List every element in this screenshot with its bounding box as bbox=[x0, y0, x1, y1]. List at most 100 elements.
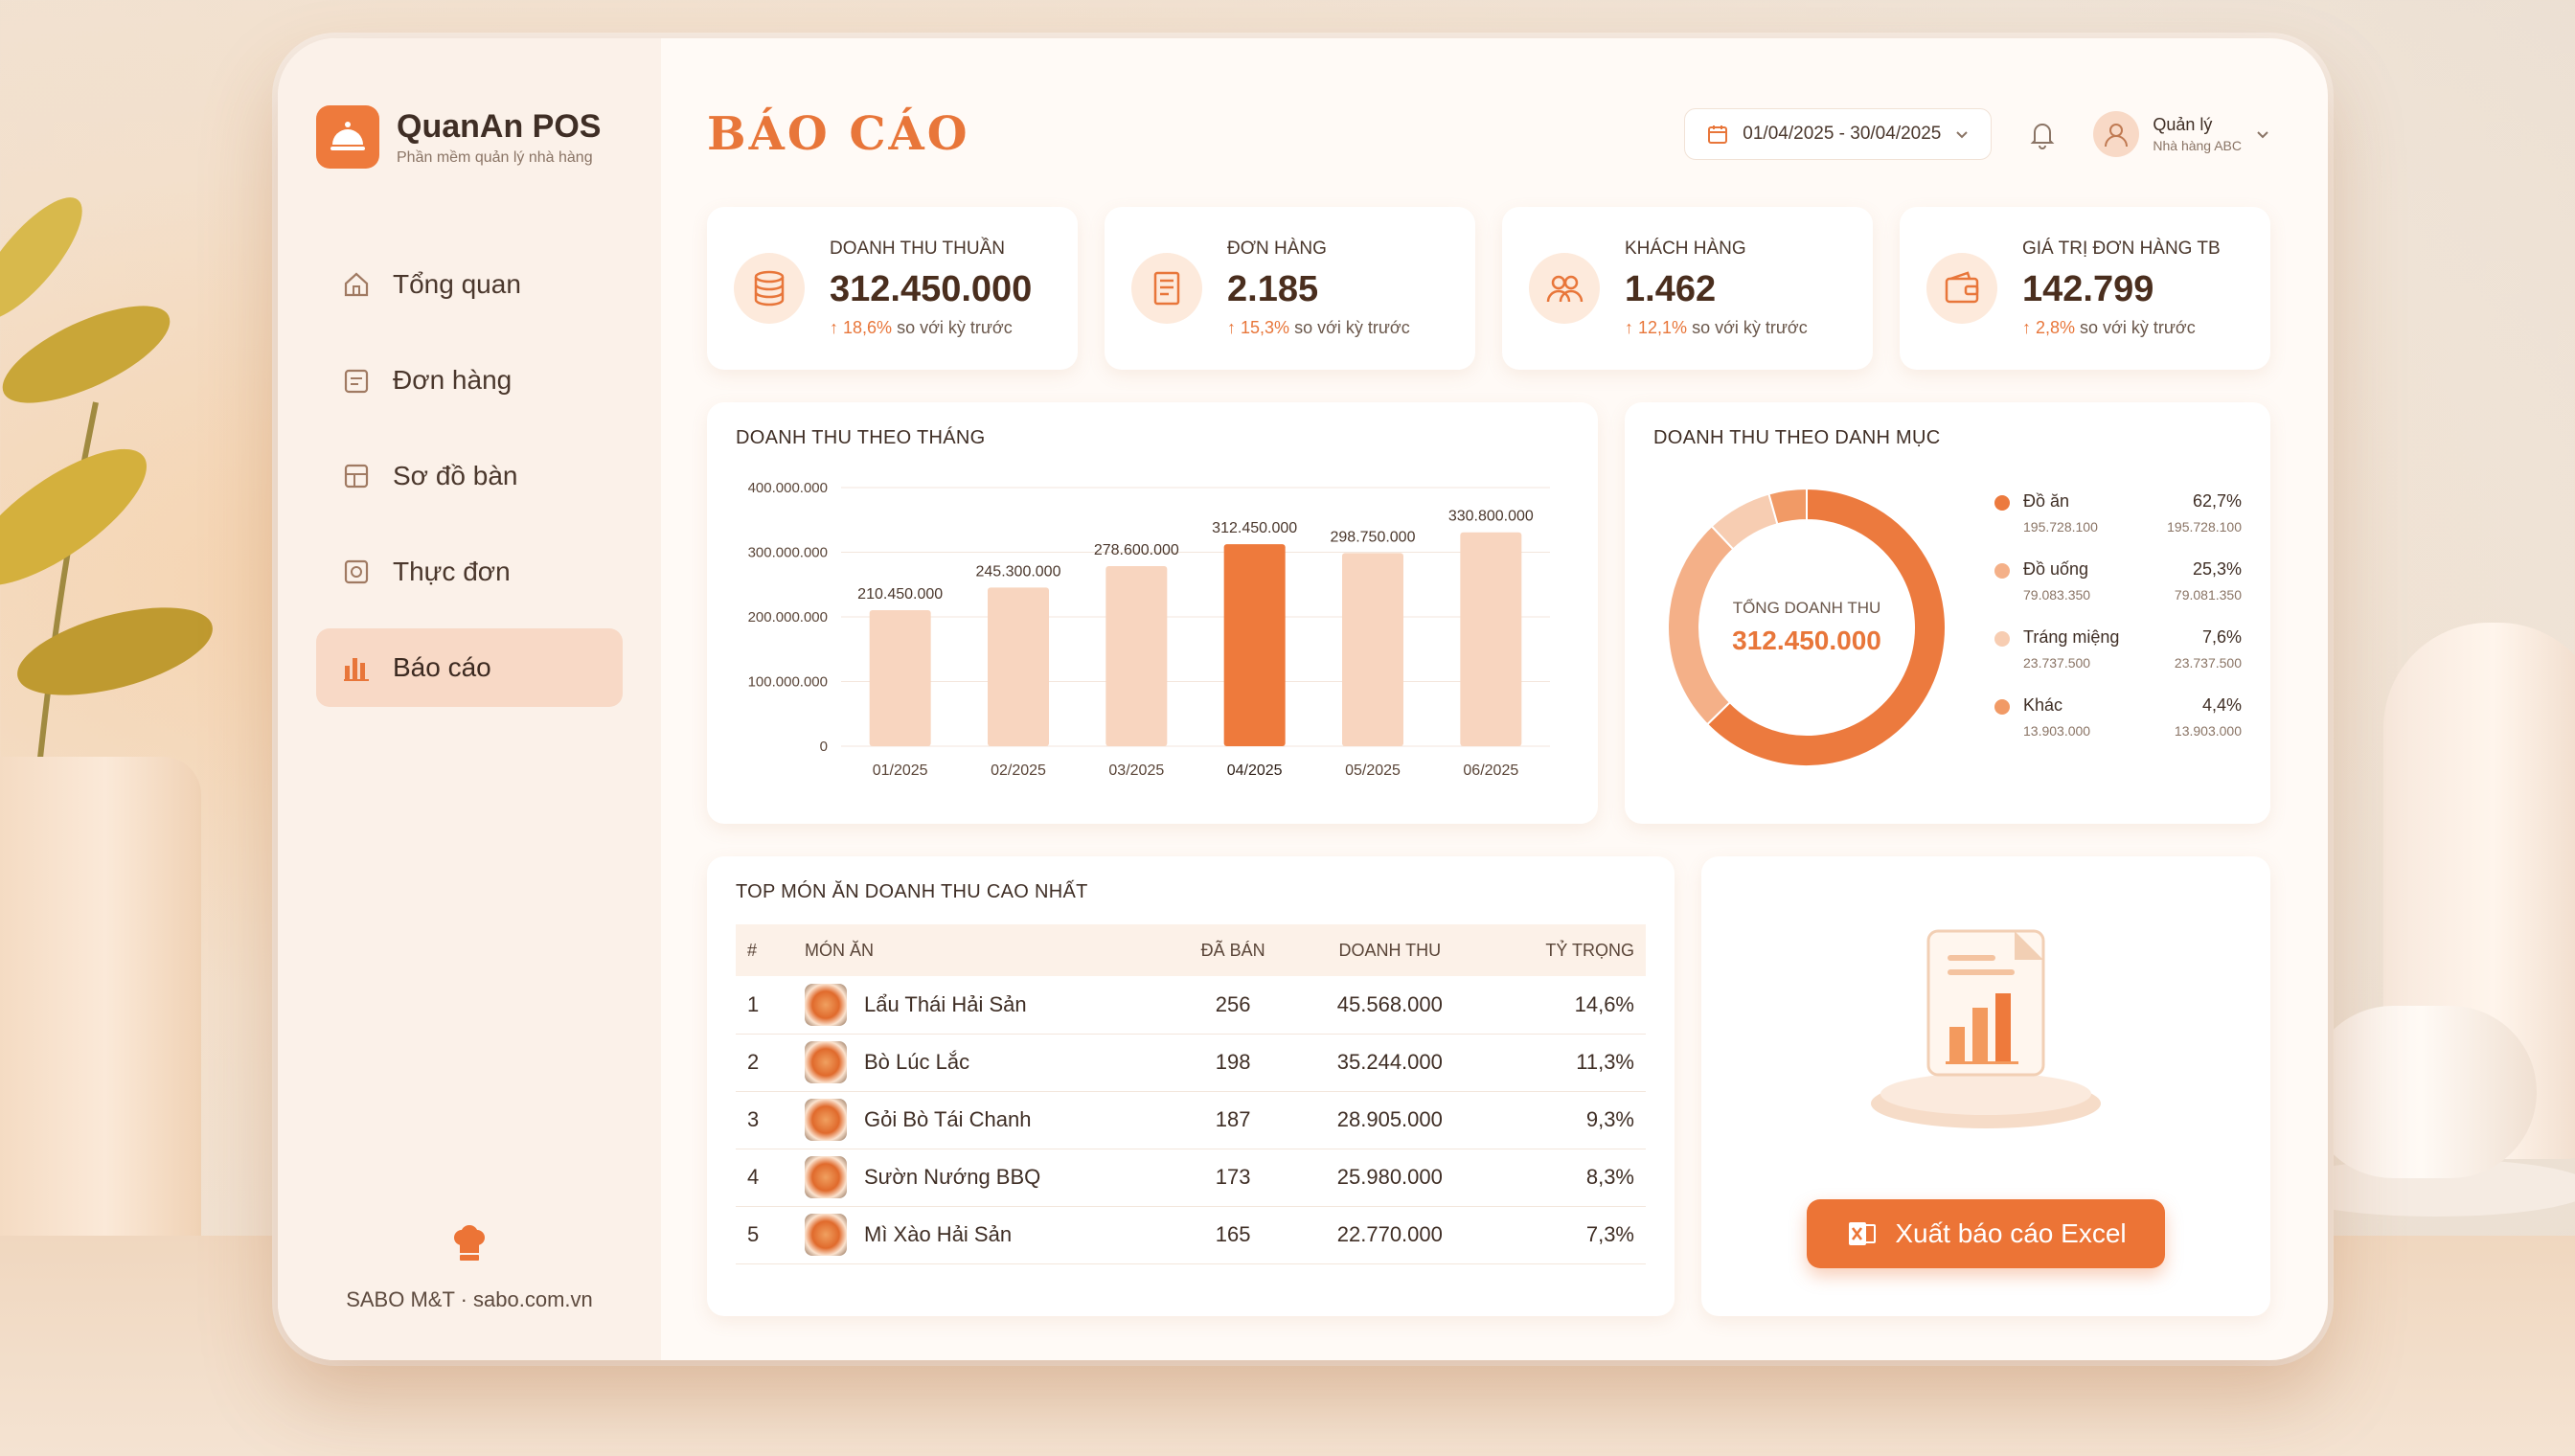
legend-pct: 7,6% bbox=[2201, 627, 2242, 647]
bar[interactable] bbox=[1342, 553, 1403, 746]
column-header[interactable]: # bbox=[736, 924, 793, 976]
dashboard-screen: QuanAn POS Phần mềm quản lý nhà hàng Tổn… bbox=[278, 38, 2328, 1360]
chevron-down-icon bbox=[2257, 131, 2268, 139]
kpi-row: DOANH THU THUẦN 312.450.000 ↑ 18,6% so v… bbox=[707, 207, 2270, 370]
legend-name: Đồ uống bbox=[2023, 559, 2089, 579]
brand[interactable]: QuanAn POS Phần mềm quản lý nhà hàng bbox=[316, 105, 623, 169]
kpi-delta-value: ↑ 18,6% bbox=[830, 318, 893, 337]
kpi-delta: ↑ 18,6% so với kỳ trước bbox=[830, 318, 1032, 338]
column-header[interactable]: DOANH THU bbox=[1296, 924, 1484, 976]
legend-name: Khác bbox=[2023, 695, 2063, 715]
date-range-picker[interactable]: 01/04/2025 - 30/04/2025 bbox=[1684, 108, 1993, 160]
sidebar-item-reports[interactable]: Báo cáo bbox=[316, 628, 623, 707]
rank-cell: 1 bbox=[736, 976, 793, 1035]
legend-sub-value: 79.083.350 bbox=[2023, 587, 2091, 603]
dish-name: Gỏi Bò Tái Chanh bbox=[864, 1107, 1032, 1131]
y-tick-label: 400.000.000 bbox=[748, 480, 828, 496]
sidebar-item-menu[interactable]: Thực đơn bbox=[316, 533, 623, 611]
rank-cell: 4 bbox=[736, 1149, 793, 1207]
table-header-row: # MÓN ĂN ĐÃ BÁN DOANH THU TỶ TRỌNG bbox=[736, 924, 1646, 976]
monthly-revenue-chart: 400.000.000 300.000.000 200.000.000 100.000… bbox=[748, 480, 1550, 779]
rank-cell: 5 bbox=[736, 1206, 793, 1264]
bar[interactable] bbox=[988, 587, 1049, 746]
bell-icon[interactable] bbox=[2026, 118, 2059, 150]
x-tick-label: 04/2025 bbox=[1227, 762, 1283, 779]
kpi-card-orders[interactable]: ĐƠN HÀNG 2.185 ↑ 15,3% so với kỳ trước bbox=[1105, 207, 1475, 370]
sidebar-item-table-map[interactable]: Sơ đồ bàn bbox=[316, 437, 623, 515]
column-header[interactable]: ĐÃ BÁN bbox=[1169, 924, 1297, 976]
bar-value-label: 330.800.000 bbox=[1448, 509, 1534, 525]
dish-name: Lẩu Thái Hải Sản bbox=[864, 991, 1027, 1016]
y-tick-label: 100.000.000 bbox=[748, 674, 828, 691]
bar[interactable] bbox=[1223, 544, 1286, 746]
revenue-cell: 28.905.000 bbox=[1296, 1091, 1484, 1149]
table-map-icon bbox=[344, 464, 369, 489]
legend-sub-value: 13.903.000 bbox=[2023, 723, 2091, 739]
order-icon bbox=[344, 369, 369, 394]
kpi-delta-suffix: so với kỳ trước bbox=[1692, 318, 1808, 337]
table-row[interactable]: 2 Bò Lúc Lắc 198 35.244.000 11,3% bbox=[736, 1034, 1646, 1092]
avatar bbox=[2093, 111, 2140, 157]
table-row[interactable]: 1 Lẩu Thái Hải Sản 256 45.568.000 14,6% bbox=[736, 976, 1646, 1035]
share-cell: 11,3% bbox=[1483, 1034, 1646, 1092]
kpi-card-customers[interactable]: KHÁCH HÀNG 1.462 ↑ 12,1% so với kỳ trước bbox=[1502, 207, 1873, 370]
kpi-delta: ↑ 12,1% so với kỳ trước bbox=[1625, 318, 1808, 338]
sidebar-item-orders[interactable]: Đơn hàng bbox=[316, 341, 623, 420]
legend-name: Đồ ăn bbox=[2023, 491, 2070, 511]
top-dishes-card: TOP MÓN ĂN DOANH THU CAO NHẤT # MÓN ĂN Đ… bbox=[707, 856, 1675, 1316]
dish-name: Sườn Nướng BBQ bbox=[864, 1165, 1041, 1189]
kpi-value: 312.450.000 bbox=[830, 269, 1033, 309]
legend-value: 13.903.000 bbox=[2174, 723, 2242, 739]
share-cell: 14,6% bbox=[1483, 976, 1646, 1035]
column-header[interactable]: MÓN ĂN bbox=[793, 924, 1170, 976]
legend-sub-value: 23.737.500 bbox=[2023, 655, 2091, 671]
table-row[interactable]: 5 Mì Xào Hải Sản 165 22.770.000 7,3% bbox=[736, 1206, 1646, 1264]
kpi-card-avg-order-value[interactable]: GIÁ TRỊ ĐƠN HÀNG TB 142.799 ↑ 2,8% so vớ… bbox=[1900, 207, 2270, 370]
kpi-label: GIÁ TRỊ ĐƠN HÀNG TB bbox=[2022, 239, 2221, 259]
revenue-cell: 22.770.000 bbox=[1296, 1206, 1484, 1264]
plant-decoration bbox=[0, 197, 213, 777]
excel-icon bbox=[1849, 1222, 1877, 1245]
footer-credit: SABO M&T · sabo.com.vn bbox=[346, 1287, 593, 1311]
wallet-icon bbox=[1926, 253, 1997, 324]
brand-name: QuanAn POS bbox=[397, 107, 602, 145]
date-range-value: 01/04/2025 - 30/04/2025 bbox=[1743, 124, 1942, 144]
brand-subtitle: Phần mềm quản lý nhà hàng bbox=[397, 148, 593, 166]
donut-center-label: TỔNG DOANH THU bbox=[1732, 599, 1881, 617]
kpi-value: 142.799 bbox=[2022, 269, 2154, 309]
kpi-delta-suffix: so với kỳ trước bbox=[2080, 318, 2196, 337]
revenue-cell: 25.980.000 bbox=[1296, 1149, 1484, 1207]
revenue-cell: 45.568.000 bbox=[1296, 976, 1484, 1035]
rank-cell: 3 bbox=[736, 1091, 793, 1149]
kpi-value: 2.185 bbox=[1227, 269, 1319, 309]
export-excel-button[interactable]: Xuất báo cáo Excel bbox=[1807, 1199, 2165, 1268]
table-row[interactable]: 3 Gỏi Bò Tái Chanh 187 28.905.000 9,3% bbox=[736, 1091, 1646, 1149]
kpi-card-net-revenue[interactable]: DOANH THU THUẦN 312.450.000 ↑ 18,6% so v… bbox=[707, 207, 1078, 370]
bar[interactable] bbox=[1105, 565, 1168, 746]
sold-cell: 165 bbox=[1169, 1206, 1297, 1264]
legend-value: 23.737.500 bbox=[2174, 655, 2242, 671]
y-tick-label: 300.000.000 bbox=[748, 545, 828, 561]
y-tick-label: 0 bbox=[820, 739, 828, 755]
report-document-illustration bbox=[1871, 929, 2101, 1128]
table-row[interactable]: 4 Sườn Nướng BBQ 173 25.980.000 8,3% bbox=[736, 1149, 1646, 1207]
dish-name: Mì Xào Hải Sản bbox=[864, 1222, 1013, 1246]
donut-slice[interactable] bbox=[1705, 487, 1947, 767]
coins-icon bbox=[734, 253, 805, 324]
donut-slice[interactable] bbox=[1767, 487, 1808, 526]
bar-value-label: 278.600.000 bbox=[1094, 542, 1179, 558]
bar-value-label: 312.450.000 bbox=[1212, 520, 1297, 536]
user-menu[interactable]: Quản lý Nhà hàng ABC bbox=[2093, 111, 2270, 157]
kpi-delta-value: ↑ 15,3% bbox=[1227, 318, 1290, 337]
sidebar-item-overview[interactable]: Tổng quan bbox=[316, 245, 623, 324]
bar[interactable] bbox=[869, 609, 931, 746]
kpi-delta-value: ↑ 2,8% bbox=[2022, 318, 2076, 337]
column-header[interactable]: TỶ TRỌNG bbox=[1483, 924, 1646, 976]
sidebar-item-label: Thực đơn bbox=[393, 557, 511, 586]
sold-cell: 256 bbox=[1169, 976, 1297, 1035]
rank-cell: 2 bbox=[736, 1034, 793, 1092]
top-dishes-table: # MÓN ĂN ĐÃ BÁN DOANH THU TỶ TRỌNG 1 Lẩu… bbox=[736, 924, 1646, 1264]
legend-sub-value: 195.728.100 bbox=[2023, 519, 2098, 535]
bar[interactable] bbox=[1460, 532, 1522, 746]
share-cell: 7,3% bbox=[1483, 1206, 1646, 1264]
